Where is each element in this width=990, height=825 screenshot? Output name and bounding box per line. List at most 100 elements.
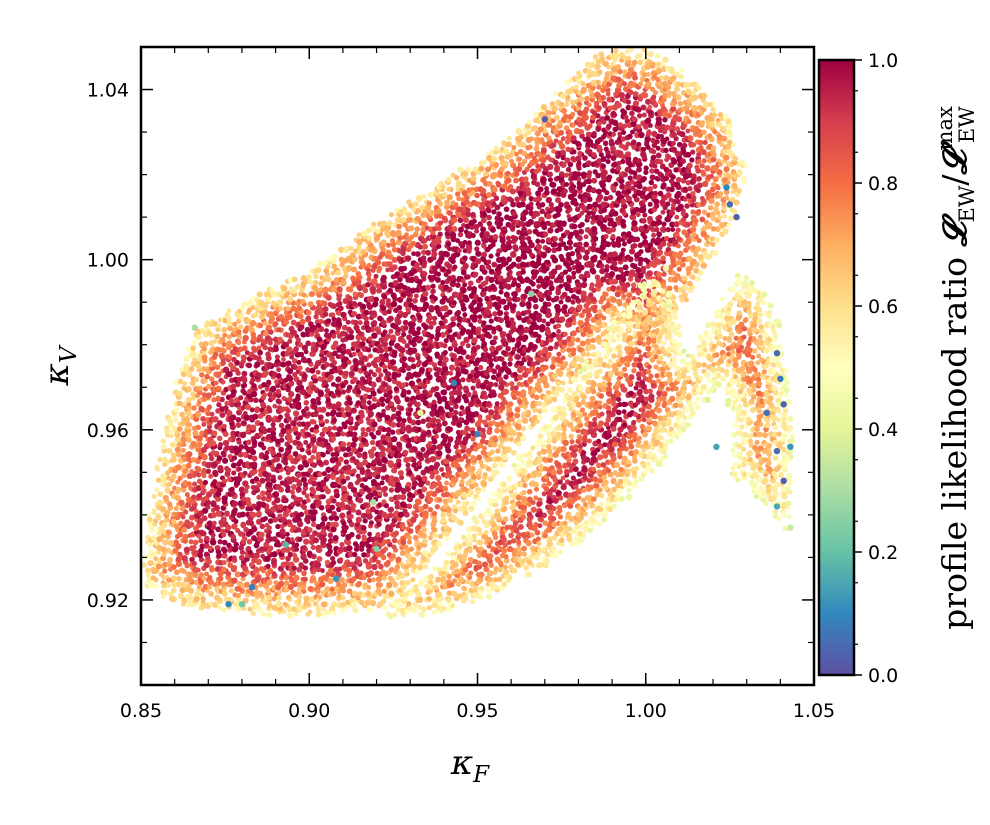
scatter-point <box>382 364 388 370</box>
scatter-point <box>452 339 457 345</box>
scatter-point <box>256 606 263 613</box>
scatter-point <box>371 310 377 316</box>
scatter-point <box>310 488 317 495</box>
scatter-point <box>261 611 267 617</box>
scatter-point <box>496 211 502 217</box>
scatter-point <box>346 567 353 574</box>
plot-area: 0.85 0.90 0.95 1.00 1.05 0.920.961.001.04 <box>87 45 835 722</box>
scatter-point <box>333 488 340 495</box>
scatter-point <box>205 555 211 561</box>
scatter-point <box>391 246 398 253</box>
scatter-point <box>315 369 321 375</box>
scatter-point <box>316 336 323 343</box>
scatter-point <box>436 450 443 457</box>
scatter-point <box>415 355 421 361</box>
scatter-point <box>315 396 321 402</box>
scatter-point <box>408 380 416 387</box>
scatter-point <box>501 361 507 367</box>
scatter-point <box>485 400 492 407</box>
scatter-point <box>262 470 269 478</box>
scatter-point <box>381 511 388 518</box>
scatter-point <box>480 217 487 224</box>
scatter-point <box>267 446 273 452</box>
scatter-point <box>273 504 280 510</box>
scatter-point <box>340 595 346 601</box>
scatter-point <box>488 253 494 259</box>
scatter-point <box>222 439 230 447</box>
scatter-point <box>240 405 246 410</box>
scatter-point <box>487 333 493 340</box>
scatter-point <box>436 481 442 487</box>
scatter-point <box>318 504 325 511</box>
scatter-point <box>411 457 417 463</box>
scatter-point <box>241 345 248 352</box>
scatter-point <box>276 405 283 411</box>
scatter-point <box>251 439 258 446</box>
scatter-point <box>207 584 213 590</box>
scatter-point <box>355 556 362 563</box>
scatter-point <box>363 309 370 316</box>
scatter-point <box>178 520 184 527</box>
scatter-point <box>381 427 387 433</box>
scatter-point <box>375 259 382 266</box>
scatter-point <box>216 402 222 408</box>
scatter-point <box>395 229 402 237</box>
scatter-point <box>287 396 293 403</box>
scatter-point <box>191 544 197 550</box>
scatter-point <box>249 320 257 327</box>
scatter-point <box>427 496 434 503</box>
scatter-point <box>238 544 245 551</box>
scatter-point <box>340 345 347 351</box>
scatter-point <box>186 472 193 480</box>
scatter-point <box>310 516 317 522</box>
scatter-point <box>455 211 462 218</box>
scatter-point <box>232 346 239 352</box>
scatter-point <box>393 386 399 392</box>
scatter-point <box>336 582 342 588</box>
scatter-point <box>461 505 468 511</box>
scatter-point <box>228 397 235 404</box>
scatter-point <box>303 538 310 545</box>
scatter-point <box>256 345 262 351</box>
scatter-point <box>472 390 478 396</box>
scatter-point <box>356 244 362 250</box>
scatter-point <box>496 316 503 322</box>
scatter-point <box>389 230 397 237</box>
scatter-point <box>181 569 187 575</box>
scatter-point <box>152 583 159 590</box>
scatter-point <box>326 473 332 480</box>
scatter-point <box>200 416 206 422</box>
scatter-point <box>192 539 199 546</box>
scatter-point <box>287 551 294 558</box>
scatter-point <box>401 418 407 424</box>
scatter-point <box>363 370 369 376</box>
scatter-point <box>402 319 409 326</box>
scatter-point <box>259 523 266 530</box>
scatter-point <box>301 588 307 594</box>
scatter-point <box>413 275 419 281</box>
scatter-point <box>437 311 443 317</box>
scatter-point <box>182 480 189 486</box>
scatter-point <box>167 501 173 507</box>
scatter-point <box>366 585 372 590</box>
scatter-point <box>460 269 467 275</box>
scatter-point <box>296 401 302 407</box>
scatter-point <box>253 476 259 482</box>
scatter-point <box>330 555 336 562</box>
scatter-point <box>493 161 500 168</box>
scatter-point <box>338 456 344 463</box>
scatter-point <box>411 321 416 327</box>
scatter-point <box>261 445 267 451</box>
scatter-point <box>507 356 513 362</box>
scatter-point <box>311 480 318 487</box>
scatter-point <box>405 580 411 586</box>
scatter-point <box>442 356 449 363</box>
scatter-point <box>424 204 432 211</box>
scatter-point <box>477 468 483 474</box>
scatter-point <box>520 241 528 248</box>
scatter-point <box>395 481 402 488</box>
scatter-point <box>303 595 310 602</box>
scatter-point <box>460 349 467 356</box>
scatter-point <box>470 211 476 218</box>
scatter-point <box>231 356 237 363</box>
